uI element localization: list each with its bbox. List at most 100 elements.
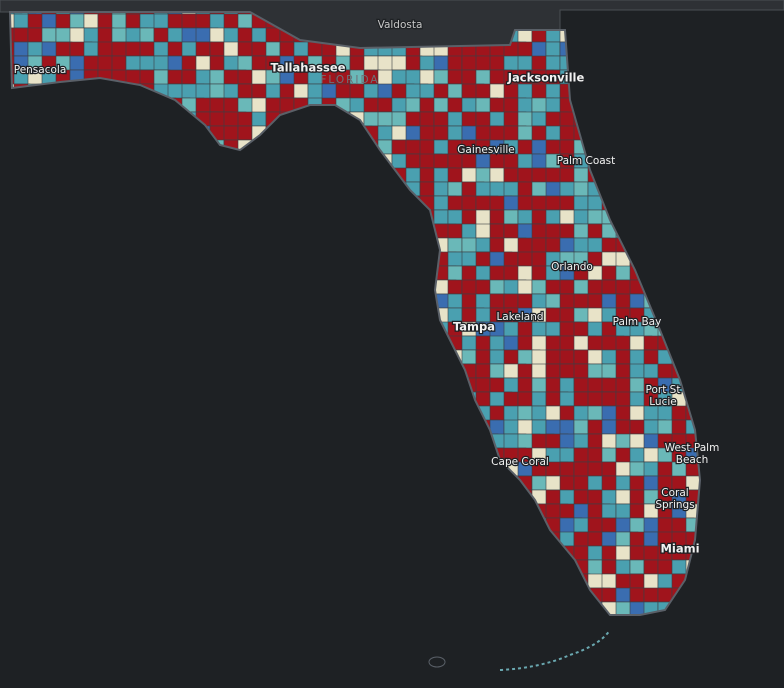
place-label: Pensacola <box>14 64 67 76</box>
region <box>41 251 73 267</box>
region <box>307 41 323 57</box>
region <box>153 307 169 323</box>
region <box>153 153 185 177</box>
region <box>699 195 700 211</box>
region <box>69 307 85 331</box>
region <box>503 545 519 569</box>
region <box>70 616 84 630</box>
region <box>209 335 233 359</box>
region <box>615 125 647 141</box>
region <box>83 391 107 407</box>
region <box>125 97 157 121</box>
region <box>447 377 463 401</box>
region <box>265 461 297 485</box>
region <box>13 377 45 393</box>
region <box>671 181 687 197</box>
region <box>615 461 631 477</box>
region <box>181 517 197 533</box>
region <box>139 279 163 295</box>
region <box>181 349 197 365</box>
region <box>10 97 15 113</box>
region <box>223 251 247 275</box>
region <box>349 517 373 541</box>
region <box>97 251 113 275</box>
region <box>615 83 631 107</box>
region <box>223 531 239 547</box>
region <box>391 335 415 359</box>
region <box>153 475 169 499</box>
region <box>83 489 107 513</box>
region <box>125 405 149 429</box>
region <box>405 573 421 597</box>
region <box>321 223 345 239</box>
region <box>377 279 401 295</box>
region <box>601 587 617 603</box>
region <box>13 587 37 611</box>
region <box>699 265 700 281</box>
region <box>405 237 437 253</box>
region <box>349 363 381 379</box>
region <box>237 377 253 393</box>
region <box>69 97 101 113</box>
region <box>601 279 617 295</box>
region <box>195 153 227 169</box>
region <box>293 181 325 205</box>
region <box>364 616 386 630</box>
region <box>615 475 631 491</box>
region <box>685 139 700 163</box>
region <box>27 251 43 275</box>
region <box>209 573 233 597</box>
region <box>391 419 407 435</box>
region <box>251 111 267 127</box>
region <box>279 573 295 589</box>
region <box>433 559 465 575</box>
region <box>363 265 395 289</box>
region <box>433 335 449 359</box>
region <box>27 503 43 527</box>
region <box>321 573 353 589</box>
region <box>153 167 185 191</box>
region <box>335 139 351 155</box>
region <box>42 616 64 638</box>
region <box>671 293 695 317</box>
region <box>447 475 463 491</box>
region <box>251 293 267 317</box>
region <box>699 363 700 379</box>
region <box>335 167 367 183</box>
region <box>293 265 317 281</box>
region <box>10 153 23 177</box>
region <box>167 489 199 513</box>
region <box>223 545 255 561</box>
region <box>139 139 163 155</box>
region <box>293 461 309 477</box>
region <box>699 251 700 275</box>
region <box>83 237 107 253</box>
region <box>391 545 415 561</box>
region <box>251 447 283 471</box>
region <box>587 139 611 155</box>
region <box>154 616 168 638</box>
region <box>237 321 261 345</box>
region <box>237 223 253 239</box>
region <box>559 83 591 99</box>
region <box>223 559 255 583</box>
region <box>629 111 653 127</box>
region <box>10 209 23 233</box>
region <box>545 321 561 337</box>
region <box>377 587 393 603</box>
region <box>181 573 213 589</box>
region <box>601 503 617 519</box>
region <box>153 601 177 615</box>
region <box>363 489 387 505</box>
region <box>69 545 85 561</box>
region <box>461 573 485 597</box>
region <box>517 279 533 295</box>
region <box>391 237 407 261</box>
region <box>475 475 491 499</box>
region <box>139 321 155 345</box>
region <box>685 111 700 135</box>
region <box>265 125 297 149</box>
region <box>251 433 275 457</box>
region <box>223 461 255 477</box>
region <box>223 489 239 505</box>
